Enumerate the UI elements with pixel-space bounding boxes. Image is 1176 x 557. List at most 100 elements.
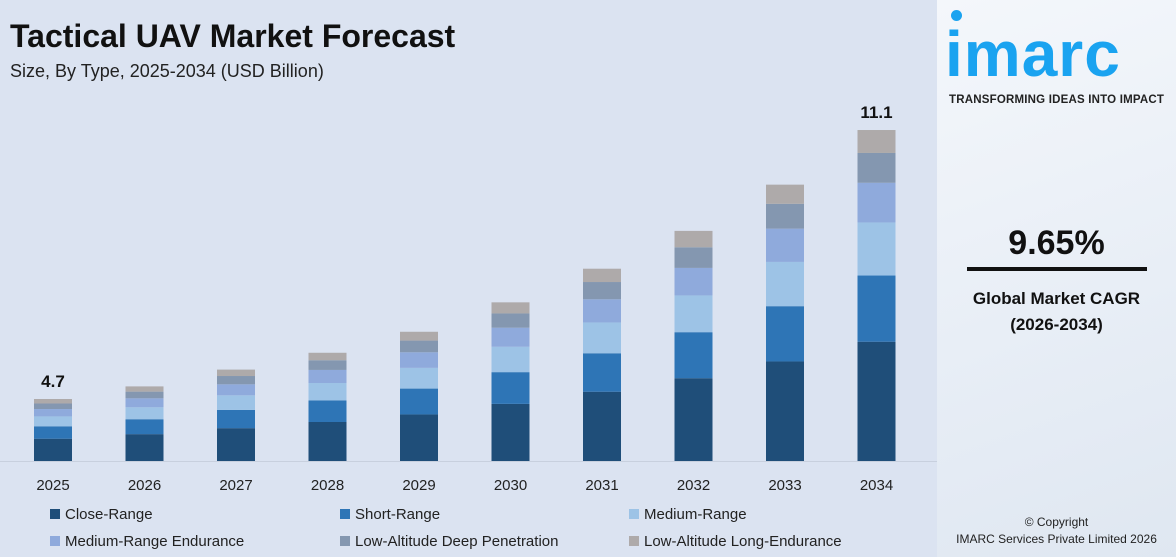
bar-segment-2034-2 [857,222,896,276]
bar-segment-2031-4 [583,282,621,300]
x-tick-label: 2026 [128,477,161,494]
bar-segment-2027-0 [217,428,255,461]
legend-swatch [340,536,350,546]
bar-segment-2034-3 [857,182,896,223]
legend-item-medium-range-endurance: Medium-Range Endurance [50,533,244,550]
bar-segment-2027-5 [217,369,255,377]
x-tick-label: 2029 [402,477,435,494]
x-tick-label: 2028 [311,477,344,494]
bar-segment-2030-5 [491,302,530,314]
legend-swatch [629,509,639,519]
bar-segment-2032-2 [674,295,713,333]
bar-segment-2029-5 [400,331,438,341]
bar-segment-2027-4 [217,376,255,385]
bar-segment-2026-4 [125,391,164,399]
bar-segment-2034-4 [857,152,896,183]
bar-segment-2031-0 [583,391,621,461]
bar-segment-2034-0 [857,341,896,461]
bar-segment-2033-4 [766,203,804,229]
bar-segment-2029-4 [400,340,438,353]
bar-segment-2025-5 [34,399,72,404]
legend-swatch [50,536,60,546]
legend-item-medium-range: Medium-Range [629,506,747,523]
legend-label: Low-Altitude Long-Endurance [644,533,842,550]
bar-segment-2030-2 [491,346,530,373]
bar-segment-2030-1 [491,372,530,404]
bar-segment-2027-3 [217,384,255,396]
bar-segment-2031-5 [583,268,621,283]
legend-item-short-range: Short-Range [340,506,440,523]
cagr-value: 9.65% [1008,224,1105,262]
legend-label: Short-Range [355,506,441,523]
chart-subtitle: Size, By Type, 2025-2034 (USD Billion) [10,61,324,81]
bar-segment-2033-0 [766,361,804,461]
bar-segment-2025-3 [34,409,72,417]
legend-label: Low-Altitude Deep Penetration [355,533,559,550]
legend-item-close-range: Close-Range [50,506,153,523]
info-sidebar: imarc TRANSFORMING IDEAS INTO IMPACT 9.6… [937,0,1176,557]
copyright-line1: © Copyright [1024,515,1089,529]
bar-segment-2029-0 [400,414,438,461]
bar-segment-2027-2 [217,395,255,410]
chart-panel: Tactical UAV Market Forecast Size, By Ty… [0,18,937,550]
bar-segment-2033-1 [766,306,804,362]
bar-segment-2028-3 [308,369,347,384]
divider [967,267,1147,271]
bar-segment-2032-0 [674,378,713,461]
bar-segment-2032-5 [674,230,713,248]
bar-segment-2032-3 [674,267,713,296]
legend-item-low-altitude-long-endurance: Low-Altitude Long-Endurance [629,533,842,550]
legend-swatch [340,509,350,519]
bar-segment-2031-1 [583,353,621,392]
x-tick-label: 2031 [585,477,618,494]
bar-segment-2032-1 [674,332,713,379]
bar-segment-2026-0 [125,434,164,461]
bar-segment-2026-3 [125,398,164,408]
bar-segment-2028-4 [308,360,347,370]
cagr-label: Global Market CAGR (2026-2034) [937,286,1176,338]
bar-segment-2033-5 [766,184,804,204]
bar-segment-2025-4 [34,403,72,410]
bar-segment-2028-2 [308,383,347,401]
bar-segment-2028-5 [308,352,347,361]
bar-segment-2034-1 [857,275,896,342]
legend-label: Close-Range [65,506,153,523]
chart-title: Tactical UAV Market Forecast [10,18,456,54]
bar-segment-2025-1 [34,426,72,439]
bar-segment-2029-1 [400,388,438,415]
bar-segment-2025-2 [34,416,72,427]
bar-segment-2033-3 [766,228,804,262]
x-tick-label: 2034 [860,477,893,494]
bar-segment-2030-3 [491,327,530,347]
x-tick-label: 2025 [36,477,69,494]
bar-segment-2029-3 [400,352,438,368]
bar-segment-2028-0 [308,422,347,461]
x-tick-label: 2030 [494,477,527,494]
total-label: 4.7 [41,372,65,391]
tagline: TRANSFORMING IDEAS INTO IMPACT [949,94,1165,106]
bar-segment-2027-1 [217,409,255,429]
legend-label: Medium-Range [644,506,747,523]
legend-item-low-altitude-deep-penetration: Low-Altitude Deep Penetration [340,533,558,550]
total-label: 11.1 [860,103,892,122]
bar-segment-2032-4 [674,247,713,268]
bar-segment-2030-4 [491,313,530,328]
bar-segment-2026-2 [125,407,164,420]
bar-segment-2026-5 [125,386,164,392]
bar-segment-2029-2 [400,367,438,389]
logo-dot [951,10,962,21]
imarc-logo: imarc [945,18,1121,90]
bar-segment-2031-3 [583,299,621,323]
legend-swatch [50,509,60,519]
x-tick-label: 2033 [768,477,801,494]
bar-segment-2033-2 [766,261,804,307]
bar-segment-2030-0 [491,403,530,461]
copyright: © Copyright IMARC Services Private Limit… [937,514,1176,548]
copyright-line2: IMARC Services Private Limited 2026 [956,532,1157,546]
bar-segment-2025-0 [34,438,72,461]
legend-label: Medium-Range Endurance [65,533,245,550]
x-tick-label: 2032 [677,477,710,494]
stacked-bar-chart: 2025 4.7 2026 2027 2028 2029 2030 2031 2032 2033 2… [0,103,937,494]
bar-segment-2034-5 [857,130,896,153]
cagr-label-line2: (2026-2034) [1010,315,1103,334]
